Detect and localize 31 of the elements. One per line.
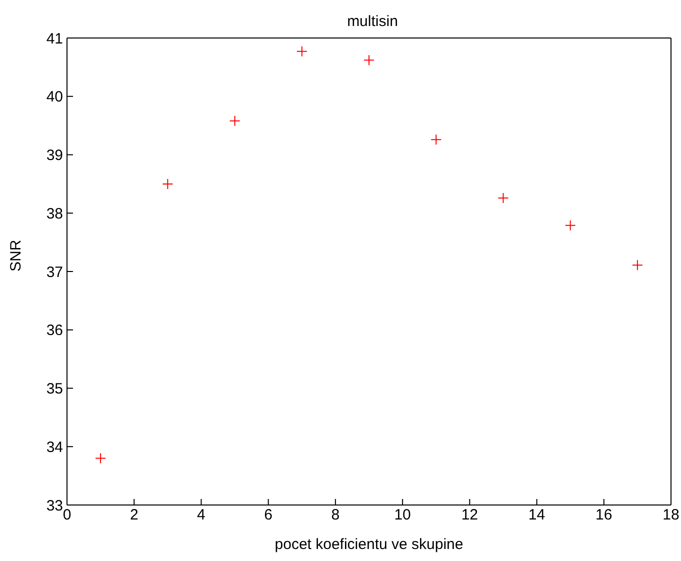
point (498, 192, 509, 204)
x-tick-label: 2 (130, 506, 138, 524)
y-axis-title: SNR (7, 240, 24, 272)
x-tick-label: 18 (662, 506, 680, 524)
y-tick-label: 37 (46, 264, 63, 281)
point (564, 220, 576, 231)
x-axis-title: pocet koeficientu ve skupine (274, 536, 464, 553)
y-tick-label: 35 (46, 380, 63, 398)
y-tick-label: 33 (46, 497, 63, 514)
y-tick-label: 34 (46, 438, 63, 456)
point (95, 452, 106, 464)
y-tick-label: 40 (46, 88, 63, 106)
x-tick-label: 8 (331, 506, 340, 524)
x-tick-label: 6 (264, 506, 273, 524)
point (229, 115, 240, 126)
point (632, 260, 643, 271)
x-tick-label: 14 (528, 506, 546, 524)
x-tick-label: 10 (394, 506, 411, 524)
y-tick-label: 41 (46, 30, 63, 48)
y-tick-label: 39 (46, 147, 63, 164)
point (430, 134, 442, 146)
chart-title: multisin (347, 13, 398, 30)
x-tick-label: 0 (62, 506, 72, 524)
point (162, 178, 174, 190)
point (364, 54, 374, 66)
point (296, 46, 308, 57)
x-tick-label: 4 (197, 506, 206, 524)
x-tick-label: 16 (596, 506, 612, 524)
y-tick-label: 36 (46, 322, 63, 340)
y-tick-label: 38 (46, 205, 63, 222)
x-tick-label: 12 (461, 506, 478, 524)
